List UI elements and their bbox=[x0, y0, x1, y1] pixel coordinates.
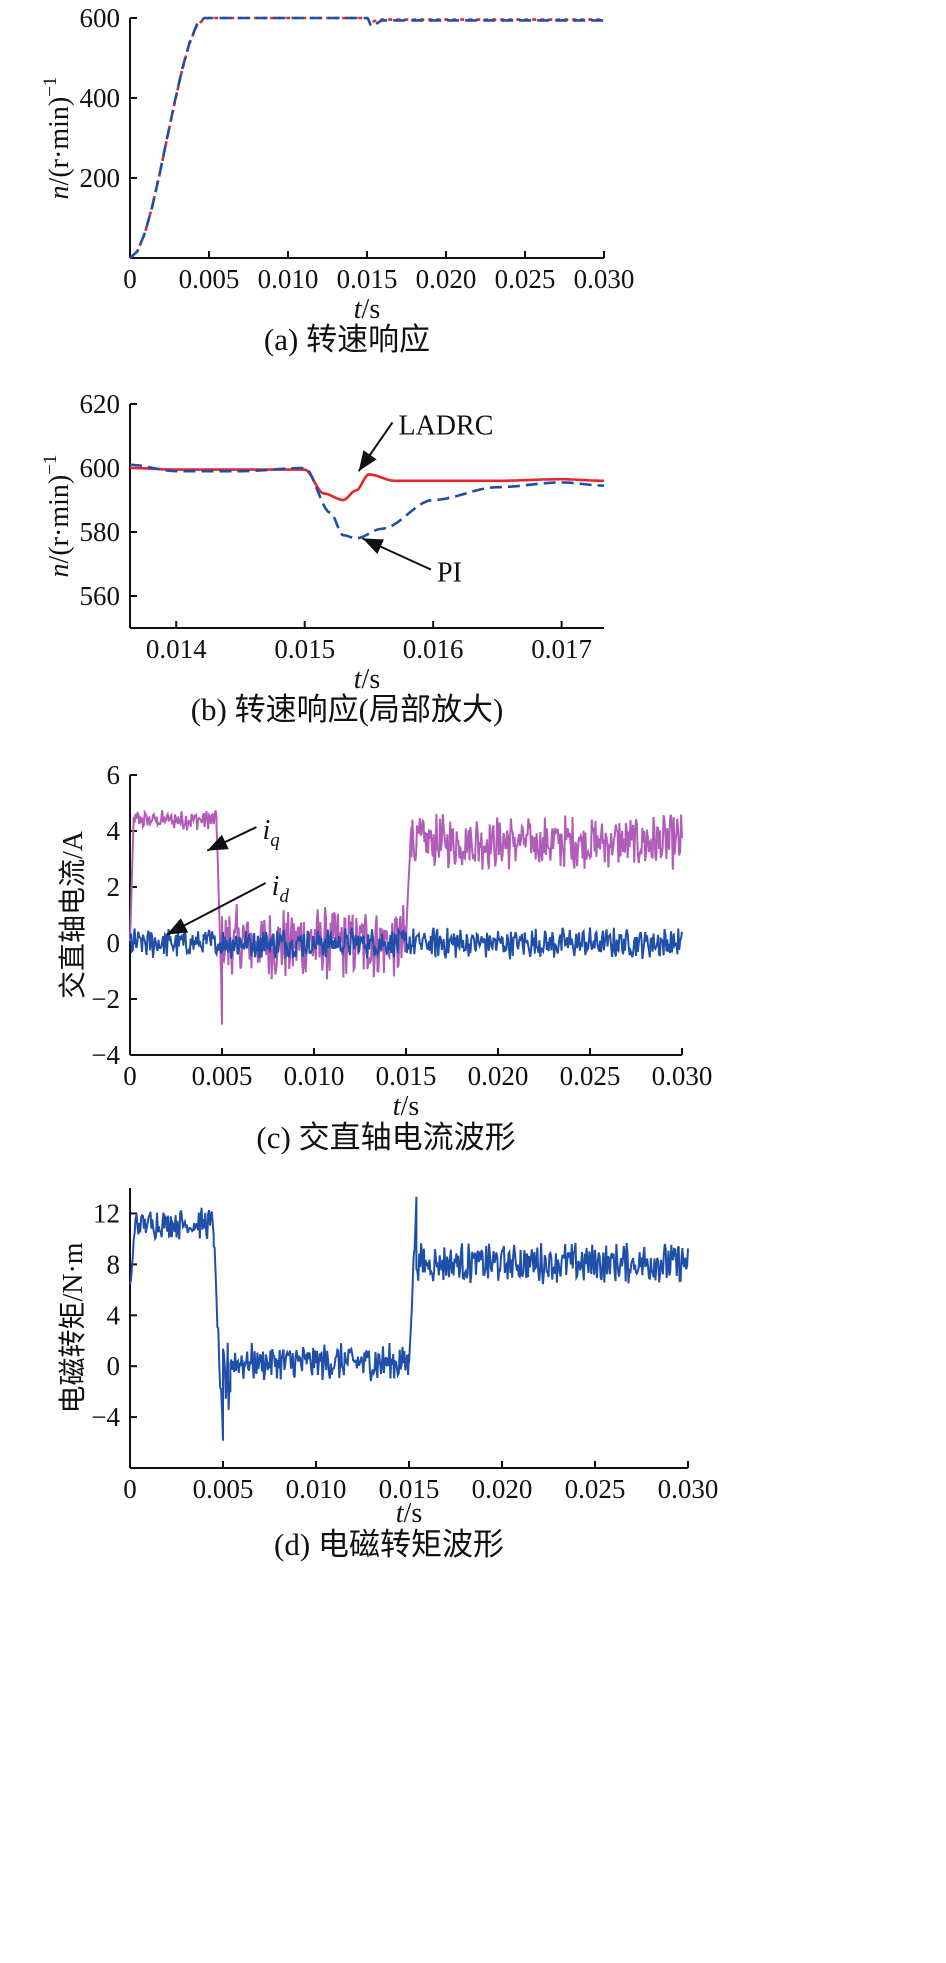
x-tick-label: 0.010 bbox=[258, 264, 319, 294]
panel-caption: (d) 电磁转矩波形 bbox=[274, 1527, 504, 1562]
annotation-label-iq: iq bbox=[262, 815, 280, 851]
panel-caption: (c) 交直轴电流波形 bbox=[256, 1120, 515, 1155]
y-tick-label: 600 bbox=[80, 3, 121, 33]
y-tick-label: 400 bbox=[80, 83, 121, 113]
x-tick-label: 0.005 bbox=[193, 1474, 254, 1504]
x-tick-label: 0.015 bbox=[274, 634, 335, 664]
chart-panel-2: 0 0.005 0.010 0.015 0.020 0.025 0.030 −4 −2 0 2 4 6 t… bbox=[57, 760, 712, 1155]
y-tick-label: 0 bbox=[107, 1351, 121, 1381]
x-tick-label: 0.020 bbox=[468, 1061, 529, 1091]
series-line-iq bbox=[129, 809, 683, 1025]
x-tick-label: 0.015 bbox=[376, 1061, 437, 1091]
x-tick-label: 0.020 bbox=[416, 264, 477, 294]
series-line-0 bbox=[129, 16, 604, 259]
panel-caption: (a) 转速响应 bbox=[264, 322, 430, 357]
x-tick-label: 0 bbox=[123, 1061, 137, 1091]
y-tick-label: 200 bbox=[80, 163, 121, 193]
annotation-arrow-head bbox=[207, 834, 229, 851]
series-line-1 bbox=[129, 16, 604, 259]
series-line-pi bbox=[129, 463, 605, 540]
y-tick-label: −4 bbox=[91, 1402, 120, 1432]
annotation-arrow-head bbox=[362, 538, 385, 554]
series-line-id bbox=[129, 926, 683, 960]
x-tick-label: 0.017 bbox=[531, 634, 592, 664]
x-axis-label: t/s bbox=[354, 294, 380, 325]
annotation-label-id: id bbox=[272, 871, 290, 907]
y-tick-label: −4 bbox=[91, 1040, 120, 1070]
x-tick-label: 0 bbox=[123, 264, 137, 294]
y-tick-label: 4 bbox=[107, 816, 121, 846]
x-tick-label: 0.015 bbox=[337, 264, 398, 294]
x-tick-label: 0.015 bbox=[379, 1474, 440, 1504]
annotation-arrow-head bbox=[358, 450, 377, 472]
x-tick-label: 0.010 bbox=[284, 1061, 345, 1091]
y-tick-label: 6 bbox=[107, 760, 121, 790]
x-tick-label: 0.025 bbox=[565, 1474, 626, 1504]
y-axis-label: 交直轴电流/A bbox=[57, 830, 89, 999]
annotation-label: LADRC bbox=[398, 410, 493, 441]
y-tick-label: −2 bbox=[91, 984, 120, 1014]
x-tick-label: 0.030 bbox=[658, 1474, 719, 1504]
x-tick-label: 0.030 bbox=[574, 264, 635, 294]
x-tick-label: 0.025 bbox=[495, 264, 556, 294]
y-tick-label: 8 bbox=[107, 1249, 121, 1279]
y-tick-label: 600 bbox=[80, 453, 121, 483]
y-tick-label: 620 bbox=[80, 389, 121, 419]
annotation-arrow-head bbox=[166, 918, 189, 935]
chart-panel-1: 0.014 0.015 0.016 0.017 560 580 600 620 t/s n/(r·… bbox=[40, 389, 605, 727]
y-tick-label: 2 bbox=[107, 872, 121, 902]
y-tick-label: 12 bbox=[93, 1198, 120, 1228]
chart-panel-3: 0 0.005 0.010 0.015 0.020 0.025 0.030 −4 0 4 8 12 t/… bbox=[57, 1188, 718, 1562]
y-axis-label: 电磁转矩/N·m bbox=[57, 1242, 89, 1413]
y-axis-label: n/(r·min)−1 bbox=[40, 455, 75, 578]
x-axis-label: t/s bbox=[393, 1091, 419, 1122]
y-tick-label: 0 bbox=[107, 928, 121, 958]
x-tick-label: 0.025 bbox=[560, 1061, 621, 1091]
x-tick-label: 0.005 bbox=[192, 1061, 253, 1091]
series-line-0 bbox=[129, 1196, 689, 1441]
y-tick-label: 580 bbox=[80, 517, 121, 547]
x-tick-label: 0.010 bbox=[286, 1474, 347, 1504]
chart-panel-0: 0 0.005 0.010 0.015 0.020 0.025 0.030 200 400 600… bbox=[40, 3, 634, 357]
x-tick-label: 0.014 bbox=[146, 634, 207, 664]
y-axis-label: n/(r·min)−1 bbox=[40, 77, 75, 200]
annotation-label: PI bbox=[437, 558, 462, 589]
x-tick-label: 0.016 bbox=[403, 634, 464, 664]
x-tick-label: 0.020 bbox=[472, 1474, 533, 1504]
x-tick-label: 0 bbox=[123, 1474, 137, 1504]
x-axis-label: t/s bbox=[396, 1498, 422, 1529]
y-tick-label: 4 bbox=[107, 1300, 121, 1330]
panel-caption: (b) 转速响应(局部放大) bbox=[191, 692, 504, 727]
series-line-ladrc bbox=[130, 466, 604, 502]
x-tick-label: 0.005 bbox=[179, 264, 240, 294]
x-axis-label: t/s bbox=[354, 664, 380, 695]
x-tick-label: 0.030 bbox=[652, 1061, 713, 1091]
y-tick-label: 560 bbox=[80, 581, 121, 611]
